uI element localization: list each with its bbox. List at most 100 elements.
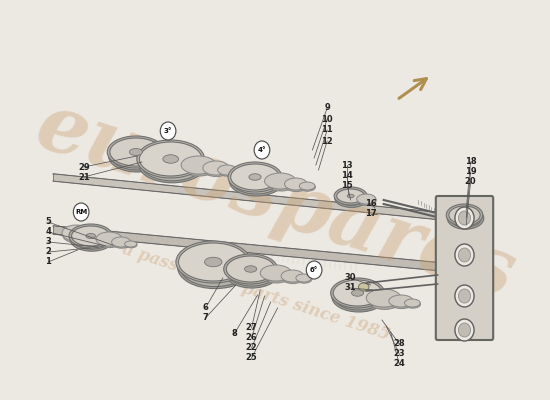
Ellipse shape <box>458 211 471 225</box>
Text: 6°: 6° <box>310 267 318 273</box>
Text: 23: 23 <box>393 350 405 358</box>
Ellipse shape <box>72 226 110 246</box>
Text: 3°: 3° <box>164 128 172 134</box>
Polygon shape <box>53 174 453 221</box>
Ellipse shape <box>63 227 91 243</box>
Text: 15: 15 <box>341 180 353 190</box>
Text: 3: 3 <box>45 238 51 246</box>
Ellipse shape <box>139 142 202 176</box>
Text: eurospares: eurospares <box>26 86 524 314</box>
Circle shape <box>254 141 270 159</box>
Ellipse shape <box>226 256 275 282</box>
Ellipse shape <box>111 142 163 170</box>
Text: 1: 1 <box>45 258 51 266</box>
Text: 4°: 4° <box>258 147 266 153</box>
Ellipse shape <box>245 266 257 272</box>
Ellipse shape <box>107 136 164 168</box>
Text: 22: 22 <box>246 344 257 352</box>
Ellipse shape <box>224 254 278 284</box>
Ellipse shape <box>229 166 283 196</box>
Text: 5: 5 <box>45 218 51 226</box>
Text: 8: 8 <box>231 330 237 338</box>
Ellipse shape <box>405 300 421 308</box>
Ellipse shape <box>112 238 131 248</box>
Ellipse shape <box>284 178 307 190</box>
Text: 18: 18 <box>465 158 476 166</box>
Ellipse shape <box>458 289 471 303</box>
Ellipse shape <box>285 180 307 192</box>
Ellipse shape <box>137 140 205 178</box>
Ellipse shape <box>296 275 312 283</box>
Text: 2: 2 <box>45 248 51 256</box>
Ellipse shape <box>447 207 484 229</box>
Circle shape <box>306 261 322 279</box>
Circle shape <box>73 203 89 221</box>
Ellipse shape <box>337 189 365 203</box>
Ellipse shape <box>366 289 401 307</box>
Ellipse shape <box>458 323 471 337</box>
Ellipse shape <box>261 267 292 283</box>
Ellipse shape <box>203 161 229 175</box>
Ellipse shape <box>265 173 296 189</box>
Ellipse shape <box>129 148 142 156</box>
Ellipse shape <box>96 232 122 246</box>
Ellipse shape <box>205 257 222 267</box>
Ellipse shape <box>450 209 481 227</box>
Ellipse shape <box>338 192 365 206</box>
Ellipse shape <box>112 237 131 247</box>
Ellipse shape <box>332 282 386 312</box>
Ellipse shape <box>331 278 384 308</box>
Ellipse shape <box>458 248 471 262</box>
Ellipse shape <box>351 290 364 296</box>
Text: 25: 25 <box>246 354 257 362</box>
Ellipse shape <box>178 246 252 289</box>
Ellipse shape <box>181 156 216 174</box>
Ellipse shape <box>204 162 229 177</box>
Ellipse shape <box>110 138 162 166</box>
Text: 20: 20 <box>465 178 476 186</box>
Ellipse shape <box>333 280 382 306</box>
Text: 6: 6 <box>202 304 208 312</box>
Ellipse shape <box>86 234 96 238</box>
Ellipse shape <box>347 194 354 198</box>
Ellipse shape <box>73 229 111 249</box>
Text: 30: 30 <box>345 274 356 282</box>
Ellipse shape <box>359 284 369 292</box>
Text: 19: 19 <box>465 168 476 176</box>
Ellipse shape <box>446 204 483 226</box>
Text: 29: 29 <box>78 162 90 172</box>
Ellipse shape <box>455 244 474 266</box>
Text: 17: 17 <box>365 210 376 218</box>
Ellipse shape <box>281 270 304 282</box>
Text: RM: RM <box>75 209 87 215</box>
Ellipse shape <box>455 319 474 341</box>
Ellipse shape <box>449 206 480 224</box>
Ellipse shape <box>359 283 369 291</box>
Ellipse shape <box>389 297 414 309</box>
Text: 24: 24 <box>393 360 405 368</box>
Ellipse shape <box>218 166 237 176</box>
Text: 14: 14 <box>341 170 353 180</box>
Ellipse shape <box>179 243 248 281</box>
Ellipse shape <box>334 284 383 310</box>
Ellipse shape <box>218 165 236 175</box>
Ellipse shape <box>125 241 137 247</box>
FancyBboxPatch shape <box>436 196 493 340</box>
Ellipse shape <box>139 145 206 183</box>
Ellipse shape <box>455 207 474 229</box>
Ellipse shape <box>69 224 112 248</box>
Polygon shape <box>53 226 453 272</box>
Text: 26: 26 <box>246 334 257 342</box>
Text: 10: 10 <box>321 114 333 124</box>
Ellipse shape <box>460 213 469 217</box>
Ellipse shape <box>300 183 315 191</box>
Ellipse shape <box>357 194 376 204</box>
Ellipse shape <box>282 272 304 284</box>
Ellipse shape <box>176 241 251 283</box>
Ellipse shape <box>299 182 315 190</box>
Ellipse shape <box>96 234 123 248</box>
Ellipse shape <box>230 164 279 190</box>
Ellipse shape <box>141 147 204 181</box>
Ellipse shape <box>389 295 413 307</box>
Text: 12: 12 <box>321 136 333 146</box>
